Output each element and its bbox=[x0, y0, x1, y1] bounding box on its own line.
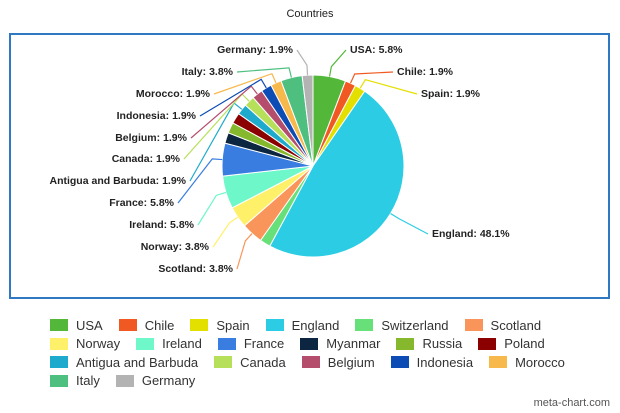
legend-swatch bbox=[355, 319, 374, 332]
legend-label: USA bbox=[76, 317, 103, 333]
data-label: Germany: 1.9% bbox=[217, 44, 294, 56]
legend-item[interactable]: Ireland bbox=[136, 335, 202, 354]
legend-swatch bbox=[396, 337, 415, 350]
legend-label: Canada bbox=[240, 354, 286, 370]
legend-item[interactable]: USA bbox=[50, 316, 103, 335]
legend-swatch bbox=[301, 356, 320, 369]
legend-item[interactable]: Italy bbox=[50, 372, 100, 391]
legend-label: Switzerland bbox=[381, 317, 449, 333]
data-label: France: 5.8% bbox=[109, 197, 174, 209]
legend-swatch bbox=[118, 319, 137, 332]
label-connector bbox=[197, 191, 227, 226]
legend-swatch bbox=[464, 319, 483, 332]
label-connector bbox=[212, 216, 239, 248]
label-connector bbox=[350, 71, 394, 84]
data-label: Morocco: 1.9% bbox=[136, 88, 211, 100]
legend-item[interactable]: France bbox=[217, 335, 285, 354]
legend-label: Chile bbox=[144, 317, 175, 333]
data-label: Ireland: 5.8% bbox=[129, 219, 194, 231]
legend-item[interactable]: Spain bbox=[190, 316, 250, 335]
pie-slice bbox=[269, 90, 405, 258]
legend-label: Antigua and Barbuda bbox=[76, 354, 199, 370]
legend-item[interactable]: England bbox=[265, 316, 340, 335]
legend-label: Myanmar bbox=[326, 336, 381, 352]
legend-item[interactable]: Myanmar bbox=[300, 335, 380, 354]
legend-item[interactable]: Norway bbox=[50, 335, 120, 354]
data-label: Chile: 1.9% bbox=[397, 66, 454, 78]
legend-swatch bbox=[50, 337, 68, 350]
label-connector bbox=[359, 78, 418, 95]
label-connector bbox=[328, 49, 347, 77]
legend-label: Russia bbox=[422, 336, 463, 352]
plot-frame bbox=[9, 33, 610, 299]
legend-swatch bbox=[489, 356, 508, 369]
data-label: USA: 5.8% bbox=[350, 44, 403, 56]
data-label: Canada: 1.9% bbox=[112, 153, 181, 165]
legend-item[interactable]: Antigua and Barbuda bbox=[50, 353, 198, 372]
legend-label: Poland bbox=[504, 336, 545, 352]
data-label: Antigua and Barbuda: 1.9% bbox=[49, 175, 186, 187]
legend-label: Morocco bbox=[515, 354, 565, 370]
data-label: Scotland: 3.8% bbox=[158, 263, 233, 275]
legend-label: Italy bbox=[76, 373, 100, 389]
legend-label: Ireland bbox=[162, 336, 202, 352]
legend-swatch bbox=[50, 374, 68, 387]
legend-label: Norway bbox=[76, 336, 121, 352]
legend-swatch bbox=[50, 356, 68, 369]
legend-item[interactable]: Russia bbox=[396, 335, 462, 354]
data-label: Norway: 3.8% bbox=[141, 241, 210, 253]
legend: USA Chile Spain England Switzerland Scotland N… bbox=[50, 316, 590, 390]
label-connector bbox=[296, 49, 309, 76]
label-connector bbox=[390, 213, 429, 235]
legend-label: Spain bbox=[216, 317, 250, 333]
label-connector bbox=[236, 67, 292, 78]
data-label: Indonesia: 1.9% bbox=[117, 110, 197, 122]
legend-item[interactable]: Scotland bbox=[464, 316, 542, 335]
legend-item[interactable]: Germany bbox=[115, 372, 196, 391]
data-label: England: 48.1% bbox=[432, 228, 510, 240]
legend-swatch bbox=[115, 374, 134, 387]
legend-label: France bbox=[243, 336, 285, 352]
legend-item[interactable]: Belgium bbox=[301, 353, 375, 372]
legend-item[interactable]: Poland bbox=[478, 335, 545, 354]
legend-swatch bbox=[136, 337, 155, 350]
legend-swatch bbox=[190, 319, 209, 332]
legend-item[interactable]: Canada bbox=[214, 353, 286, 372]
data-label: Belgium: 1.9% bbox=[115, 132, 187, 144]
label-connector bbox=[177, 158, 223, 204]
data-label: Italy: 3.8% bbox=[182, 66, 234, 78]
legend-item[interactable]: Chile bbox=[118, 316, 175, 335]
chart: Countries USA: 5.8% Chile: 1.9% Spain: 1.9… bbox=[9, 8, 610, 299]
legend-swatch bbox=[217, 337, 236, 350]
legend-item[interactable]: Switzerland bbox=[355, 316, 449, 335]
legend-swatch bbox=[214, 356, 233, 369]
legend-label: Germany bbox=[141, 373, 196, 389]
pie-slice bbox=[301, 74, 314, 167]
legend-label: England bbox=[291, 317, 340, 333]
legend-label: Scotland bbox=[490, 317, 542, 333]
data-label: Spain: 1.9% bbox=[421, 88, 481, 100]
legend-label: Belgium bbox=[327, 354, 375, 370]
legend-item[interactable]: Morocco bbox=[489, 353, 565, 372]
chart-title: Countries bbox=[286, 8, 334, 20]
label-connector bbox=[213, 72, 277, 95]
legend-swatch bbox=[300, 337, 319, 350]
legend-swatch bbox=[50, 319, 68, 332]
label-connector bbox=[190, 85, 258, 139]
legend-swatch bbox=[390, 356, 409, 369]
credit: meta-chart.com bbox=[533, 397, 610, 409]
legend-swatch bbox=[478, 337, 497, 350]
label-connector bbox=[199, 78, 267, 117]
legend-item[interactable]: Indonesia bbox=[390, 353, 474, 372]
legend-swatch bbox=[265, 319, 284, 332]
label-connector bbox=[236, 233, 253, 270]
legend-label: Indonesia bbox=[416, 354, 474, 370]
